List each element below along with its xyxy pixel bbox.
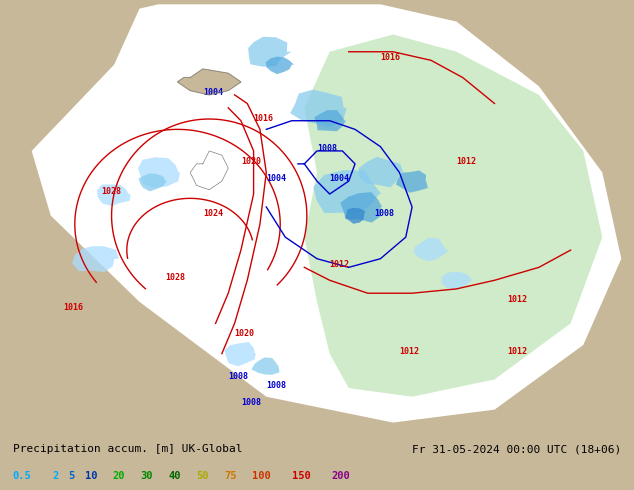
Text: 1020: 1020 [241, 157, 261, 166]
Text: Fr 31-05-2024 00:00 UTC (18+06): Fr 31-05-2024 00:00 UTC (18+06) [412, 444, 621, 454]
Polygon shape [97, 184, 131, 206]
Text: 1012: 1012 [399, 346, 420, 356]
Text: 1008: 1008 [228, 372, 249, 381]
Text: 1008: 1008 [266, 381, 287, 390]
Text: 1004: 1004 [203, 88, 223, 97]
Text: 1028: 1028 [165, 273, 185, 282]
Polygon shape [396, 171, 428, 193]
Polygon shape [314, 110, 346, 131]
Text: 10: 10 [85, 471, 98, 481]
Text: 1008: 1008 [374, 209, 394, 218]
Text: 1008: 1008 [241, 398, 261, 407]
Text: 1012: 1012 [330, 260, 350, 270]
Polygon shape [224, 342, 256, 366]
Text: Precipitation accum. [m] UK-Global: Precipitation accum. [m] UK-Global [13, 444, 242, 454]
Text: 2: 2 [52, 471, 58, 481]
Text: 40: 40 [169, 471, 181, 481]
Text: 200: 200 [331, 471, 350, 481]
Text: 30: 30 [141, 471, 153, 481]
Text: 1012: 1012 [456, 157, 477, 166]
Text: 1004: 1004 [330, 174, 350, 183]
Polygon shape [139, 173, 167, 192]
Text: 1016: 1016 [380, 53, 401, 62]
Polygon shape [442, 271, 472, 290]
Polygon shape [414, 238, 450, 261]
Polygon shape [304, 34, 602, 397]
Text: 1012: 1012 [507, 346, 527, 356]
Text: 75: 75 [224, 471, 237, 481]
Text: 1028: 1028 [101, 187, 122, 196]
Text: 0.5: 0.5 [13, 471, 32, 481]
Polygon shape [252, 357, 280, 375]
Text: 50: 50 [197, 471, 209, 481]
Polygon shape [32, 4, 621, 422]
Text: 5: 5 [68, 471, 75, 481]
Polygon shape [340, 192, 382, 222]
Polygon shape [346, 208, 365, 224]
Text: 1020: 1020 [235, 329, 255, 338]
Text: 1012: 1012 [507, 295, 527, 304]
Text: 20: 20 [113, 471, 126, 481]
Text: 1004: 1004 [266, 174, 287, 183]
Polygon shape [138, 157, 180, 188]
Polygon shape [290, 90, 347, 127]
Text: 150: 150 [292, 471, 311, 481]
Polygon shape [359, 157, 403, 187]
Text: 100: 100 [252, 471, 271, 481]
Polygon shape [248, 37, 292, 67]
Polygon shape [72, 246, 119, 272]
Text: 1016: 1016 [254, 114, 274, 122]
Polygon shape [266, 57, 294, 74]
Polygon shape [178, 69, 241, 95]
Text: 1024: 1024 [203, 209, 223, 218]
Text: 1008: 1008 [317, 144, 337, 153]
Text: 1016: 1016 [63, 303, 84, 313]
Polygon shape [313, 170, 382, 213]
